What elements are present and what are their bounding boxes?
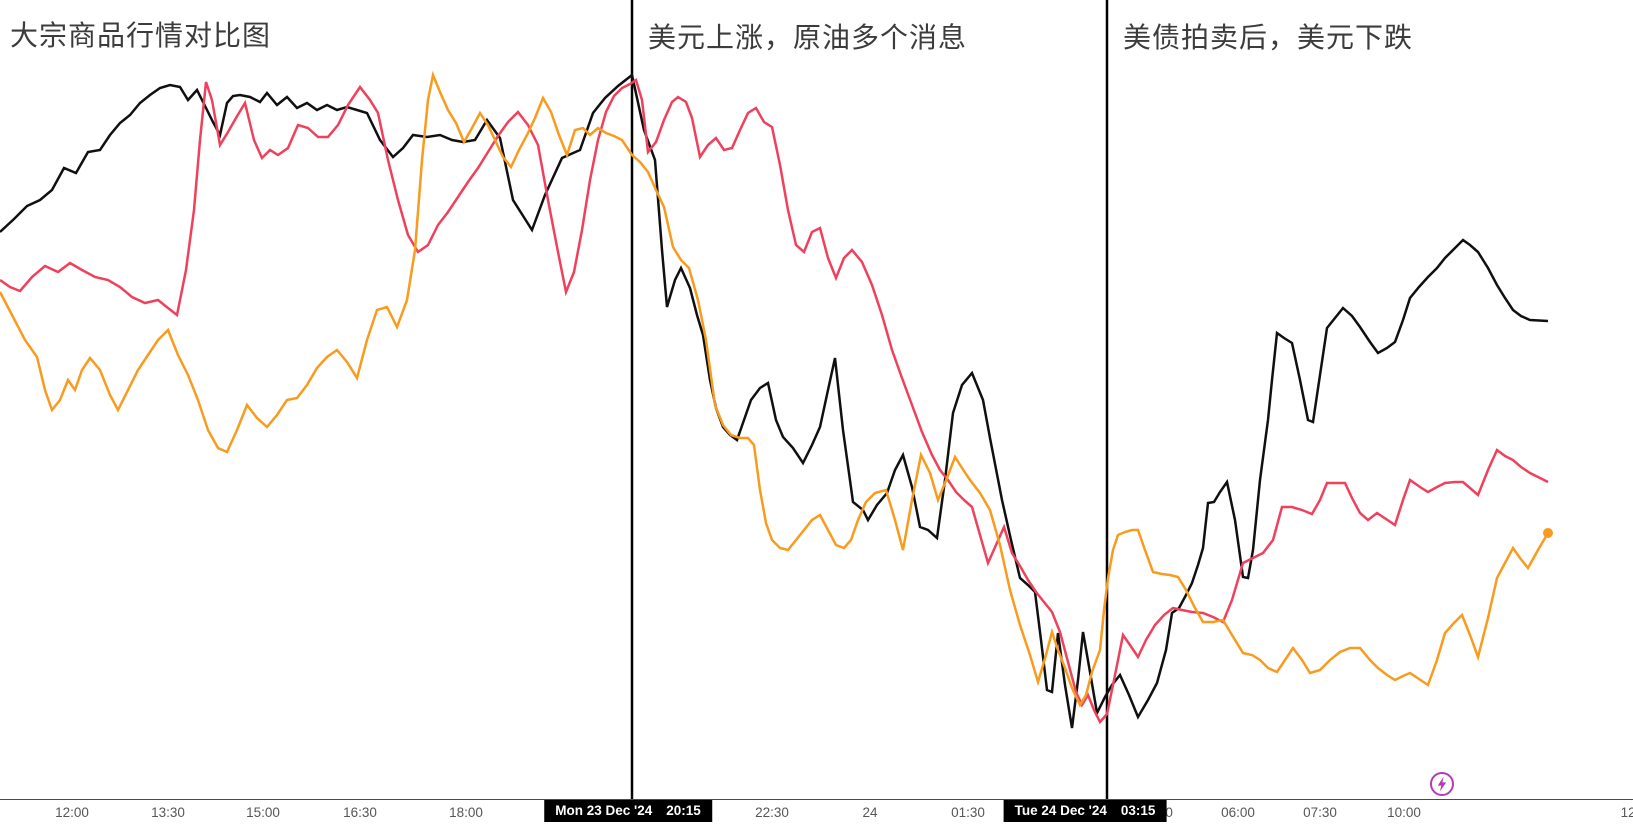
event-date: Tue 24 Dec '24	[1014, 803, 1107, 818]
chart-title: 大宗商品行情对比图	[10, 20, 272, 51]
x-axis-tick-label: 24	[862, 805, 878, 820]
x-axis-tick-label: 13:30	[151, 805, 185, 820]
x-axis-tick-label: 22:30	[755, 805, 789, 820]
x-axis-tick-label: 18:00	[449, 805, 483, 820]
lightning-badge-icon[interactable]	[1429, 771, 1455, 797]
x-axis-tick-label: 06:00	[1221, 805, 1255, 820]
series-line-orange	[0, 70, 1550, 708]
x-axis-tick-label: 01:30	[951, 805, 985, 820]
event-annotation-1: 美元上涨，原油多个消息	[648, 22, 968, 53]
event-date: Mon 23 Dec '24	[555, 803, 653, 818]
x-axis-tick-label: 15:00	[246, 805, 280, 820]
series-end-dot-orange	[1543, 528, 1553, 538]
x-axis-tick-label: 10:00	[1387, 805, 1421, 820]
x-axis-tick-label: 07:30	[1303, 805, 1337, 820]
x-axis-event-label-2: Tue 24 Dec '24 03:15	[1003, 800, 1167, 822]
event-time: 03:15	[1120, 803, 1156, 818]
x-axis-line	[0, 799, 1633, 800]
event-time: 20:15	[666, 803, 701, 818]
x-axis-tick-label: 16:30	[343, 805, 377, 820]
x-axis-tick-label: 12:	[1620, 805, 1633, 820]
x-axis-tick-label: 12:00	[55, 805, 89, 820]
series-line-black	[0, 72, 1549, 729]
event-annotation-2: 美债拍卖后，美元下跌	[1123, 22, 1414, 53]
series-line-red	[0, 78, 1549, 725]
x-axis-event-label-1: Mon 23 Dec '24 20:15	[544, 800, 712, 822]
